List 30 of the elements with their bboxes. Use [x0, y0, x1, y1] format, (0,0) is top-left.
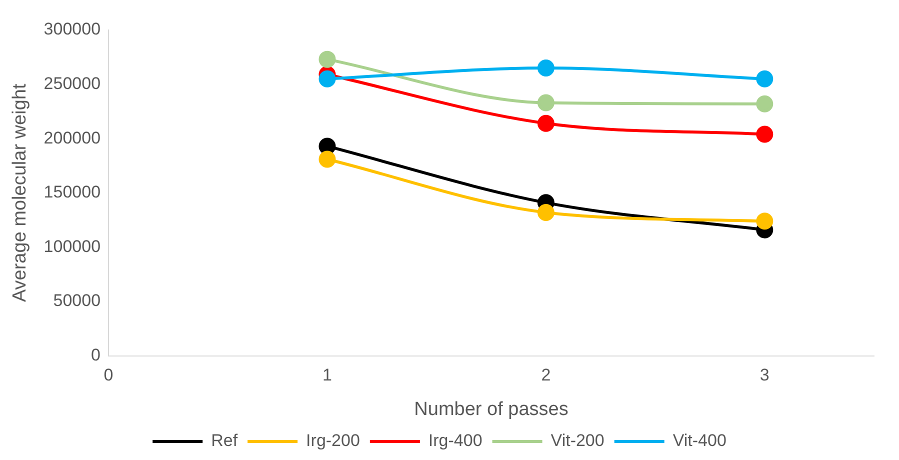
point [756, 95, 774, 112]
y-tick-label: 50000 [53, 291, 101, 310]
x-axis-title: Number of passes [414, 398, 568, 420]
point [318, 138, 336, 155]
y-tick-label: 100000 [44, 236, 101, 256]
point [756, 212, 774, 230]
legend-label: Vit-200 [550, 431, 604, 450]
point [318, 70, 336, 88]
legend-label: Irg-200 [306, 431, 360, 450]
point [318, 50, 336, 68]
y-tick-label: 300000 [44, 20, 101, 39]
y-tick-label: 250000 [44, 74, 101, 93]
point [756, 70, 774, 88]
y-tick-label: 0 [91, 345, 101, 364]
legend-label: Vit-400 [672, 431, 726, 450]
x-tick-label: 3 [760, 366, 770, 385]
point [537, 94, 554, 112]
point [318, 150, 336, 168]
legend-label: Ref [211, 431, 238, 450]
x-tick-label: 2 [541, 366, 551, 385]
x-tick-label: 1 [322, 366, 332, 385]
point [537, 60, 554, 77]
y-tick-label: 150000 [44, 182, 101, 202]
x-tick-label: 0 [104, 366, 114, 385]
legend-label: Irg-400 [428, 431, 482, 450]
point [537, 204, 554, 221]
point [537, 114, 554, 132]
y-axis-title: Average molecular weight [10, 83, 31, 302]
y-tick-label: 200000 [44, 128, 101, 148]
point [756, 126, 774, 143]
